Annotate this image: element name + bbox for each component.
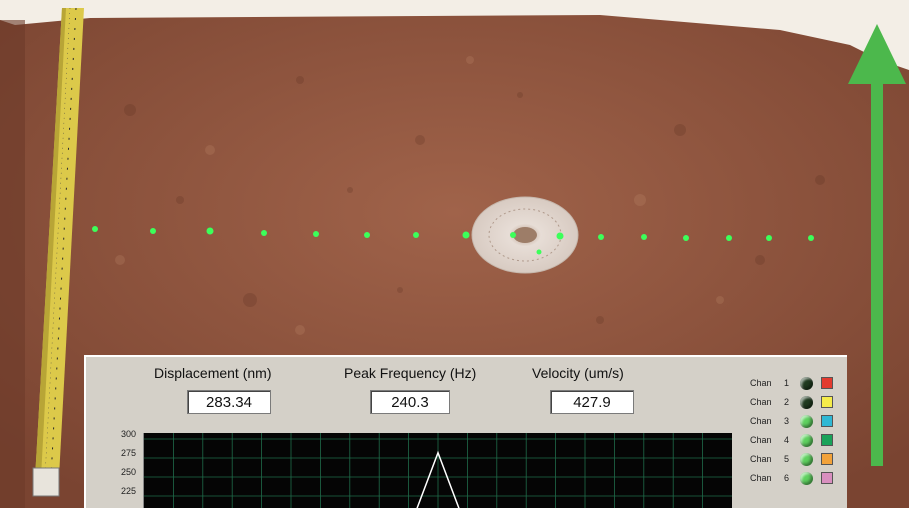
channel-led-icon[interactable] bbox=[800, 453, 813, 466]
channel-label: Chan bbox=[750, 435, 772, 445]
vibration-meter-panel: Displacement (nm) 283.34 Peak Frequency … bbox=[84, 355, 847, 508]
channel-label: Chan bbox=[750, 454, 772, 464]
channel-number: 1 bbox=[784, 378, 790, 388]
channel-number: 5 bbox=[784, 454, 790, 464]
channel-row-3[interactable]: Chan 3 bbox=[742, 413, 846, 431]
channel-led-icon[interactable] bbox=[800, 396, 813, 409]
channel-number: 3 bbox=[784, 416, 790, 426]
y-tick-label: 275 bbox=[120, 448, 136, 458]
displacement-value: 283.34 bbox=[187, 390, 271, 414]
channel-number: 6 bbox=[784, 473, 790, 483]
channel-row-2[interactable]: Chan 2 bbox=[742, 394, 846, 412]
channel-led-icon[interactable] bbox=[800, 434, 813, 447]
channel-row-6[interactable]: Chan 6 bbox=[742, 470, 846, 488]
displacement-label: Displacement (nm) bbox=[154, 365, 272, 381]
velocity-value: 427.9 bbox=[550, 390, 634, 414]
velocity-label: Velocity (um/s) bbox=[532, 365, 624, 381]
channel-led-icon[interactable] bbox=[800, 472, 813, 485]
channel-color-swatch[interactable] bbox=[821, 434, 833, 446]
measuring-tape-icon bbox=[32, 7, 84, 497]
up-arrow-icon bbox=[848, 24, 906, 466]
waveform-trace bbox=[416, 450, 460, 508]
channel-led-icon[interactable] bbox=[800, 415, 813, 428]
peak-frequency-value: 240.3 bbox=[370, 390, 450, 414]
marker-dots bbox=[92, 226, 814, 255]
channel-color-swatch[interactable] bbox=[821, 453, 833, 465]
channel-row-1[interactable]: Chan 1 bbox=[742, 375, 846, 393]
waveform-plot bbox=[143, 433, 732, 508]
channel-color-swatch[interactable] bbox=[821, 472, 833, 484]
channel-label: Chan bbox=[750, 473, 772, 483]
channel-number: 4 bbox=[784, 435, 790, 445]
channel-label: Chan bbox=[750, 397, 772, 407]
channel-led-icon[interactable] bbox=[800, 377, 813, 390]
channel-row-5[interactable]: Chan 5 bbox=[742, 451, 846, 469]
peak-frequency-label: Peak Frequency (Hz) bbox=[344, 365, 477, 381]
y-tick-label: 225 bbox=[120, 486, 136, 496]
channel-color-swatch[interactable] bbox=[821, 396, 833, 408]
channel-color-swatch[interactable] bbox=[821, 377, 833, 389]
y-tick-label: 300 bbox=[120, 429, 136, 439]
channel-label: Chan bbox=[750, 378, 772, 388]
channel-label: Chan bbox=[750, 416, 772, 426]
waveform-svg bbox=[144, 433, 732, 508]
channel-row-4[interactable]: Chan 4 bbox=[742, 432, 846, 450]
y-tick-label: 250 bbox=[120, 467, 136, 477]
channel-number: 2 bbox=[784, 397, 790, 407]
channel-color-swatch[interactable] bbox=[821, 415, 833, 427]
